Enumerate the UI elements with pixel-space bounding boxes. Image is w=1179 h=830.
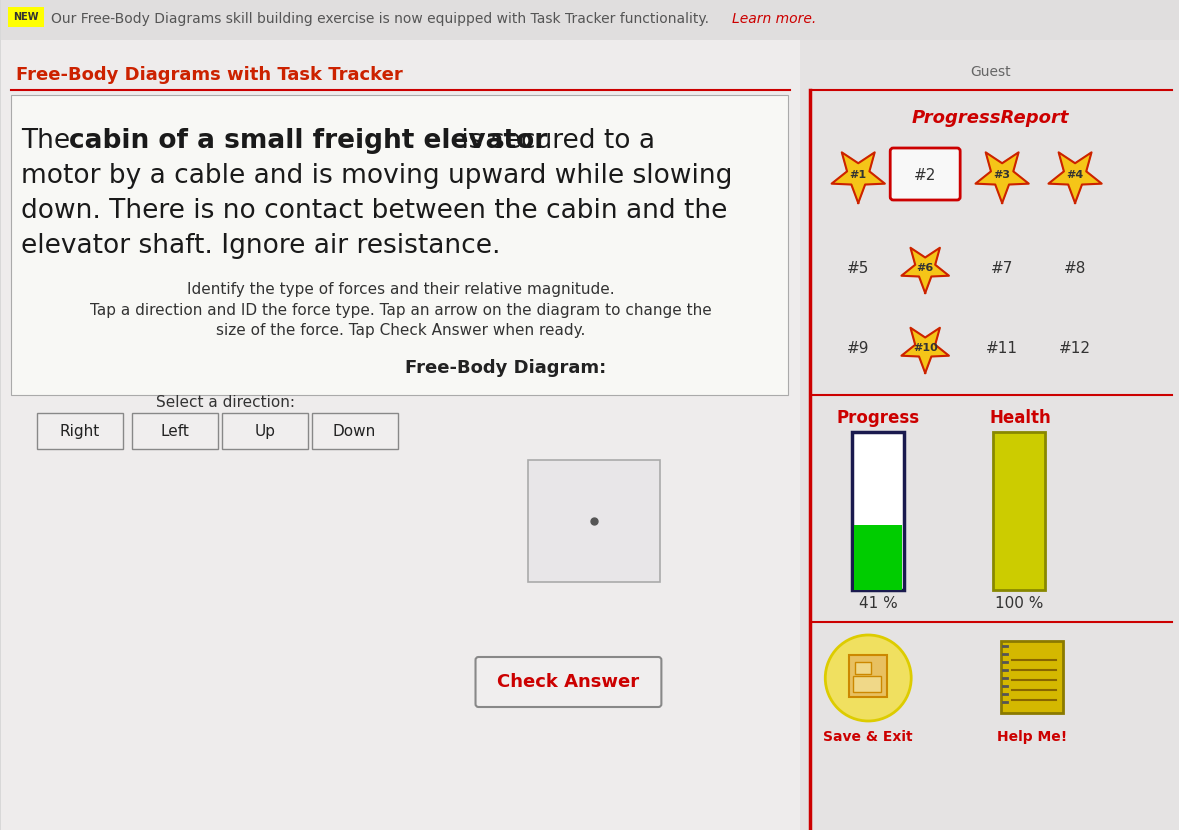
Text: down. There is no contact between the cabin and the: down. There is no contact between the ca… bbox=[21, 198, 727, 224]
Text: #3: #3 bbox=[994, 170, 1010, 180]
Text: cabin of a small freight elevator: cabin of a small freight elevator bbox=[68, 128, 547, 154]
FancyBboxPatch shape bbox=[852, 432, 904, 590]
Text: Identify the type of forces and their relative magnitude.: Identify the type of forces and their re… bbox=[186, 282, 614, 297]
FancyBboxPatch shape bbox=[854, 676, 881, 692]
FancyBboxPatch shape bbox=[855, 662, 871, 674]
FancyBboxPatch shape bbox=[8, 7, 44, 27]
Polygon shape bbox=[1048, 153, 1101, 203]
Circle shape bbox=[825, 635, 911, 721]
Text: Free-Body Diagram:: Free-Body Diagram: bbox=[404, 359, 606, 377]
Text: elevator shaft. Ignore air resistance.: elevator shaft. Ignore air resistance. bbox=[21, 233, 500, 259]
FancyBboxPatch shape bbox=[222, 413, 308, 449]
Text: size of the force. Tap Check Answer when ready.: size of the force. Tap Check Answer when… bbox=[216, 323, 585, 338]
Text: #11: #11 bbox=[986, 340, 1019, 355]
Text: NEW: NEW bbox=[13, 12, 39, 22]
FancyBboxPatch shape bbox=[855, 525, 902, 590]
Text: #1: #1 bbox=[850, 170, 867, 180]
Text: Save & Exit: Save & Exit bbox=[823, 730, 913, 744]
Text: Health: Health bbox=[989, 409, 1050, 427]
Text: ProgressReport: ProgressReport bbox=[911, 109, 1069, 127]
Text: Down: Down bbox=[332, 423, 376, 438]
Text: 100 %: 100 % bbox=[995, 595, 1043, 611]
Text: Progress: Progress bbox=[837, 409, 920, 427]
FancyBboxPatch shape bbox=[37, 413, 123, 449]
Text: #10: #10 bbox=[913, 343, 937, 353]
Text: 41 %: 41 % bbox=[858, 595, 897, 611]
FancyBboxPatch shape bbox=[801, 40, 1179, 830]
Text: Help Me!: Help Me! bbox=[997, 730, 1067, 744]
FancyBboxPatch shape bbox=[528, 460, 660, 582]
Text: #6: #6 bbox=[916, 263, 934, 273]
Text: Guest: Guest bbox=[970, 65, 1010, 79]
Text: Left: Left bbox=[160, 423, 189, 438]
Text: Select a direction:: Select a direction: bbox=[156, 394, 295, 409]
Text: Tap a direction and ID the force type. Tap an arrow on the diagram to change the: Tap a direction and ID the force type. T… bbox=[90, 303, 711, 318]
Text: #7: #7 bbox=[990, 261, 1013, 276]
Text: motor by a cable and is moving upward while slowing: motor by a cable and is moving upward wh… bbox=[21, 163, 732, 189]
Text: #2: #2 bbox=[914, 168, 936, 183]
Text: is secured to a: is secured to a bbox=[453, 128, 654, 154]
Text: #12: #12 bbox=[1059, 340, 1091, 355]
Text: #5: #5 bbox=[847, 261, 869, 276]
Polygon shape bbox=[902, 328, 949, 373]
Text: Our Free-Body Diagrams skill building exercise is now equipped with Task Tracker: Our Free-Body Diagrams skill building ex… bbox=[51, 12, 709, 26]
Text: Right: Right bbox=[60, 423, 100, 438]
Text: #8: #8 bbox=[1063, 261, 1086, 276]
FancyBboxPatch shape bbox=[993, 432, 1045, 590]
Text: Free-Body Diagrams with Task Tracker: Free-Body Diagrams with Task Tracker bbox=[15, 66, 402, 84]
FancyBboxPatch shape bbox=[849, 655, 888, 697]
FancyBboxPatch shape bbox=[11, 95, 789, 395]
Polygon shape bbox=[831, 153, 885, 203]
FancyBboxPatch shape bbox=[132, 413, 218, 449]
Polygon shape bbox=[975, 153, 1029, 203]
Text: Check Answer: Check Answer bbox=[498, 673, 639, 691]
Polygon shape bbox=[902, 248, 949, 293]
Text: #4: #4 bbox=[1067, 170, 1084, 180]
Text: Up: Up bbox=[255, 423, 275, 438]
FancyBboxPatch shape bbox=[311, 413, 397, 449]
Text: Learn more.: Learn more. bbox=[732, 12, 817, 26]
FancyBboxPatch shape bbox=[890, 148, 960, 200]
FancyBboxPatch shape bbox=[1, 40, 801, 830]
Text: The: The bbox=[21, 128, 78, 154]
FancyBboxPatch shape bbox=[475, 657, 661, 707]
FancyBboxPatch shape bbox=[1, 0, 1179, 40]
Text: #9: #9 bbox=[847, 340, 869, 355]
FancyBboxPatch shape bbox=[1001, 641, 1063, 713]
